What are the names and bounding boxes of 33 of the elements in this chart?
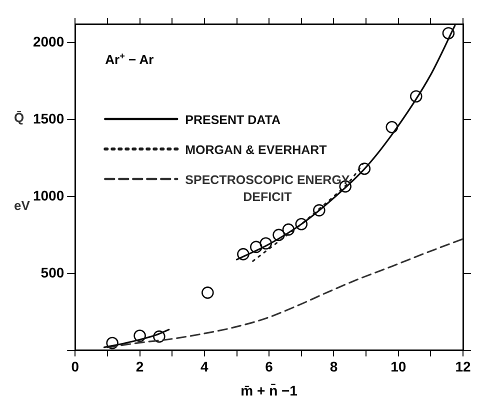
point (153, 330, 166, 343)
point (442, 27, 455, 40)
point (134, 330, 146, 342)
point (410, 90, 422, 103)
x-tick-label: 4 (200, 358, 209, 375)
y-tick-label: 1500 (32, 110, 64, 126)
point (313, 204, 326, 216)
point (250, 240, 262, 254)
x-tick-label: 8 (330, 358, 338, 375)
text: Q̄ eV (14, 110, 30, 214)
text: SPECTROSCOPIC ENERGY DEFICIT (185, 173, 350, 204)
x-tick-label: 12 (455, 358, 471, 375)
point (237, 248, 250, 260)
point (106, 336, 118, 350)
point (295, 218, 308, 230)
text: PRESENT DATA (185, 113, 281, 127)
y-tick-label: 500 (40, 264, 64, 280)
x-tick-label: 10 (390, 358, 406, 375)
point (260, 237, 272, 250)
point (272, 228, 285, 242)
text: MORGAN & EVERHART (185, 143, 328, 157)
x-tick-label: 0 (71, 358, 80, 375)
annotation: Ar+ − Ar (105, 50, 154, 67)
x-tick-label: 6 (265, 358, 274, 375)
point (202, 286, 214, 299)
point (282, 223, 295, 236)
x-axis-title: m̄ + n̄ −1 (240, 382, 298, 398)
y-tick-label: 1000 (32, 187, 64, 204)
line-series (106, 238, 463, 348)
y-tick-label: 2000 (32, 33, 64, 50)
x-tick-label: 2 (136, 358, 144, 375)
point (358, 162, 371, 175)
point (386, 121, 398, 134)
